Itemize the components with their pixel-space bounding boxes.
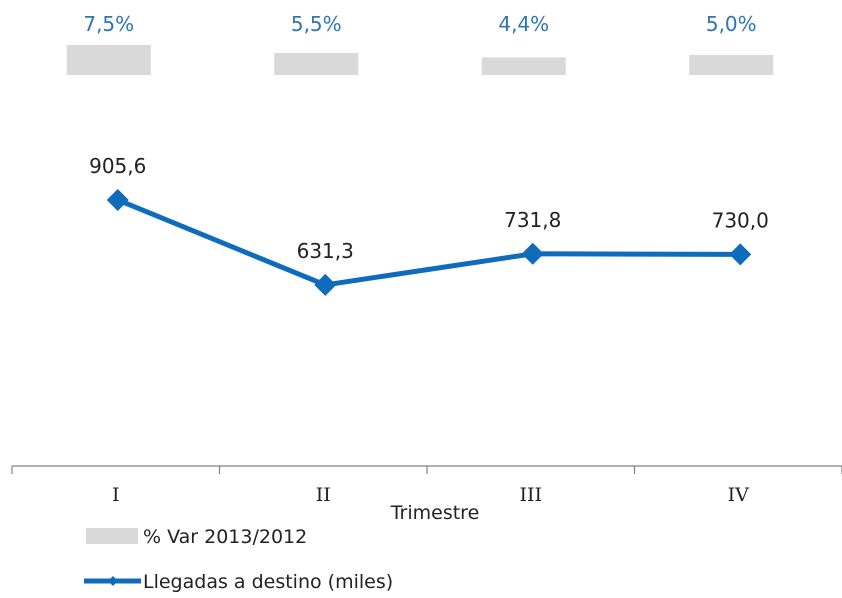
x-tick-label: I: [112, 484, 120, 506]
pct-label: 5,5%: [291, 12, 342, 36]
value-labels: 905,6 631,3 731,8 730,0: [89, 154, 769, 263]
x-tick-label: II: [316, 484, 331, 506]
pct-label: 5,0%: [706, 12, 757, 36]
pct-bar: [66, 45, 151, 75]
data-point-marker: [521, 242, 544, 265]
pct-label: 4,4%: [498, 12, 549, 36]
pct-labels: 7,5% 5,5% 4,4% 5,0%: [83, 12, 756, 36]
x-ticks: [11, 466, 842, 474]
x-tick-label: III: [519, 484, 542, 506]
pct-bar: [274, 53, 359, 75]
x-axis-title: Trimestre: [390, 502, 480, 524]
legend: % Var 2013/2012 Llegadas a destino (mile…: [84, 526, 393, 593]
x-tick-labels: I II III IV: [112, 484, 749, 506]
data-value-label: 905,6: [89, 154, 146, 178]
data-point-marker: [314, 273, 337, 296]
legend-swatch-bar: [86, 528, 138, 544]
data-point-marker: [729, 243, 752, 266]
pct-bar: [481, 57, 566, 75]
pct-label: 7,5%: [83, 12, 134, 36]
series-markers: [106, 188, 752, 296]
series-line-path: [116, 197, 741, 288]
series-line: [116, 197, 741, 288]
x-tick-label: IV: [728, 484, 750, 506]
legend-marker-diamond: [108, 576, 118, 586]
data-point-marker: [106, 188, 129, 211]
data-value-label: 731,8: [504, 208, 561, 232]
pct-bars: [66, 45, 774, 75]
legend-label-bar: % Var 2013/2012: [143, 526, 307, 548]
data-value-label: 730,0: [712, 208, 769, 232]
pct-bar: [689, 55, 774, 75]
legend-label-line: Llegadas a destino (miles): [143, 571, 393, 593]
data-value-label: 631,3: [297, 239, 354, 263]
